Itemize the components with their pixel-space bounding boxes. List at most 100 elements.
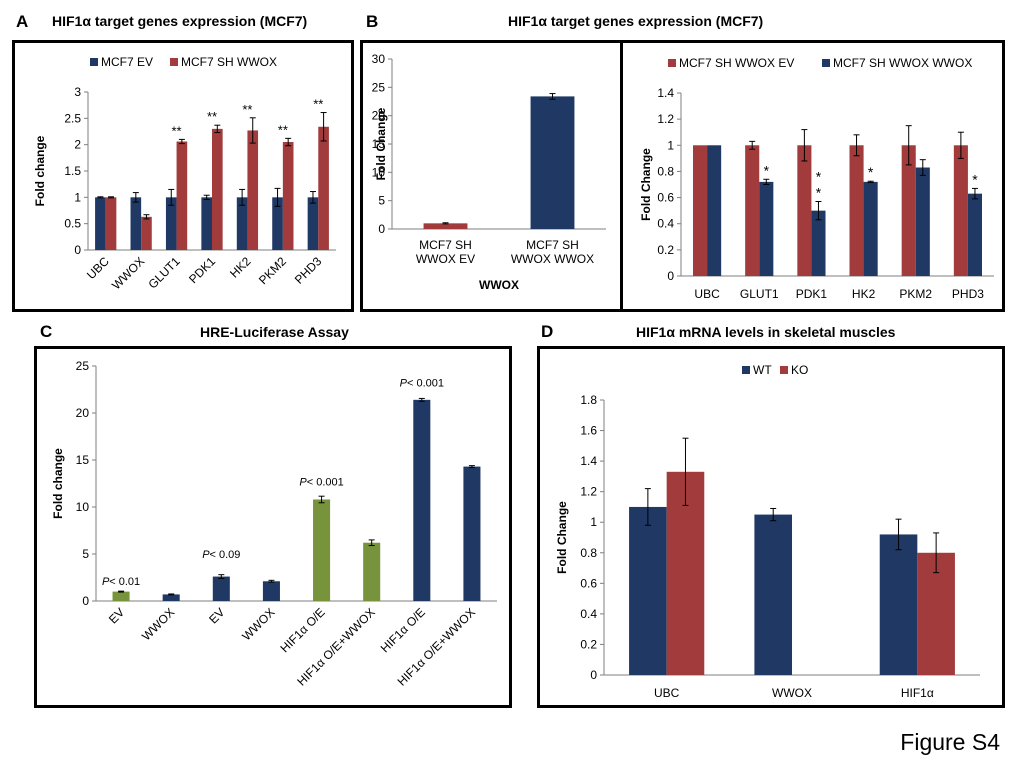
panel-a-title: HIF1α target genes expression (MCF7) <box>52 13 308 29</box>
bar <box>236 197 248 250</box>
bar <box>759 181 774 276</box>
y-tick-label: 1 <box>74 190 81 204</box>
y-tick-label: 0.2 <box>580 637 597 651</box>
significance-mark: * <box>816 184 822 200</box>
panel-a-frame <box>12 40 354 312</box>
bar <box>423 223 468 229</box>
bar <box>212 128 223 250</box>
bar <box>212 576 230 601</box>
legend-swatch <box>742 366 750 374</box>
legend-swatch <box>668 59 676 67</box>
bar <box>262 581 280 601</box>
y-tick-label: 1.8 <box>580 393 597 407</box>
bar <box>201 197 212 250</box>
y-tick-label: 1.5 <box>64 164 81 178</box>
y-tick-label: 10 <box>372 165 386 179</box>
y-tick-label: 25 <box>76 359 90 373</box>
panel-d-frame <box>537 346 1005 708</box>
legend-swatch <box>170 58 178 66</box>
legend-label: MCF7 SH WWOX WWOX <box>833 56 972 70</box>
p-symbol: P <box>102 576 110 588</box>
bar <box>901 145 916 276</box>
y-tick-label: 1.6 <box>580 424 597 438</box>
bar <box>130 197 142 250</box>
x-tick-label: MCF7 SH <box>526 238 579 252</box>
y-tick-label: 0.8 <box>580 546 597 560</box>
y-tick-label: 0 <box>590 668 597 682</box>
bar <box>282 142 294 250</box>
x-tick-label: GLUT1 <box>740 287 779 301</box>
y-tick-label: 25 <box>372 80 386 94</box>
y-axis-label: Fold change <box>51 448 65 519</box>
legend-label: KO <box>791 363 808 377</box>
bar <box>915 167 930 276</box>
y-tick-label: 0 <box>667 269 674 283</box>
y-tick-label: 20 <box>76 406 90 420</box>
x-tick-label: UBC <box>654 686 680 700</box>
y-tick-label: 2.5 <box>64 111 81 125</box>
y-tick-label: 0.4 <box>657 217 674 231</box>
x-axis-label: WWOX <box>479 278 519 292</box>
bar <box>95 197 106 250</box>
p-symbol: P <box>202 549 210 561</box>
bar <box>967 193 983 276</box>
bar <box>247 130 259 250</box>
y-tick-label: 1 <box>590 515 597 529</box>
significance-mark: ** <box>242 102 252 117</box>
bar <box>112 591 130 601</box>
y-tick-label: 5 <box>82 547 89 561</box>
y-tick-label: 1.2 <box>657 112 674 126</box>
y-tick-label: 0.6 <box>657 191 674 205</box>
y-tick-label: 0.6 <box>580 576 597 590</box>
panel-c-frame <box>34 346 512 708</box>
p-value: < 0.001 <box>407 378 444 390</box>
x-tick-label: WWOX EV <box>416 252 475 266</box>
panel-d-letter: D <box>541 322 554 341</box>
p-value: < 0.09 <box>210 549 241 561</box>
legend-label: MCF7 SH WWOX EV <box>679 56 794 70</box>
bar <box>879 534 918 675</box>
bar <box>953 145 968 276</box>
significance-mark: ** <box>172 123 182 138</box>
y-tick-label: 0.5 <box>64 217 81 231</box>
bar <box>692 145 708 276</box>
y-tick-label: 1.2 <box>580 485 597 499</box>
bar <box>313 499 331 601</box>
panel-d-title: HIF1α mRNA levels in skeletal muscles <box>636 324 896 340</box>
legend-label: MCF7 EV <box>101 55 153 69</box>
panel-b-title: HIF1α target genes expression (MCF7) <box>508 13 764 29</box>
y-axis-label: Fold Change <box>374 107 388 180</box>
legend-swatch <box>822 59 830 67</box>
y-tick-label: 15 <box>372 137 386 151</box>
y-tick-label: 3 <box>74 85 81 99</box>
bar <box>307 197 319 250</box>
bar <box>165 197 177 250</box>
y-tick-label: 0.4 <box>580 607 597 621</box>
legend-swatch <box>780 366 788 374</box>
x-tick-label: HK2 <box>852 287 876 301</box>
y-tick-label: 0 <box>378 222 385 236</box>
legend-label: WT <box>753 363 772 377</box>
p-value-label: P< 0.09 <box>202 549 240 561</box>
p-symbol: P <box>299 476 307 488</box>
x-tick-label: PDK1 <box>796 287 828 301</box>
bar <box>141 216 152 250</box>
bar <box>162 594 180 601</box>
bar <box>176 141 188 250</box>
bar <box>413 399 431 601</box>
bar <box>318 126 329 250</box>
bar <box>917 552 955 675</box>
x-tick-label: PHD3 <box>952 287 984 301</box>
y-tick-label: 2 <box>74 138 81 152</box>
bar <box>754 514 792 675</box>
y-axis-label: Fold Change <box>555 501 569 574</box>
y-tick-label: 1 <box>667 138 674 152</box>
p-value: < 0.01 <box>109 576 140 588</box>
y-tick-label: 0.2 <box>657 243 674 257</box>
bar <box>363 542 381 601</box>
bar <box>745 145 760 276</box>
significance-mark: ** <box>278 122 288 137</box>
